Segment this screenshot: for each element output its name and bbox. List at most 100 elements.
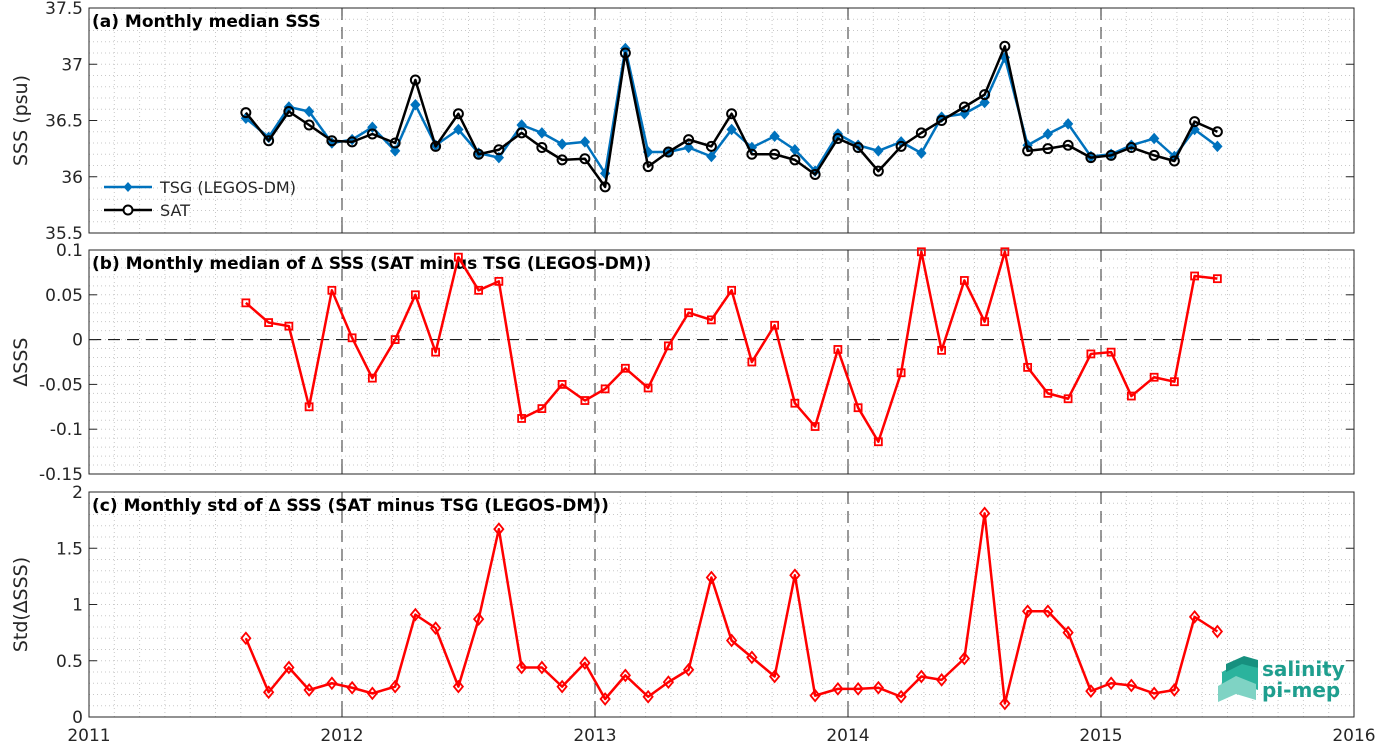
data-point-diamond-open [515, 660, 528, 675]
data-point-circle [473, 148, 485, 160]
data-point-circle [705, 140, 717, 152]
data-point-diamond-open [1105, 676, 1117, 691]
y-tick-label: 0 [72, 708, 83, 728]
legend: TSG (LEGOS-DM) SAT [104, 178, 296, 220]
data-point-diamond-open [240, 631, 252, 646]
y-tick-label: 2 [72, 483, 83, 503]
data-point-circle [389, 137, 401, 149]
data-point-diamond [726, 123, 737, 136]
data-point-circle [915, 127, 927, 139]
data-point-circle [1042, 143, 1054, 155]
y-tick-label: 0.1 [56, 241, 83, 261]
panel-title: (a) Monthly median SSS [92, 12, 321, 32]
data-point-diamond [873, 145, 884, 157]
x-tick-label: 2016 [1332, 726, 1375, 745]
data-point-diamond [683, 141, 694, 154]
data-point-diamond [389, 145, 401, 157]
data-point-diamond-open [1021, 604, 1034, 619]
data-point-square [304, 402, 314, 412]
data-point-circle [599, 181, 611, 193]
data-point-circle [642, 161, 654, 173]
data-point-square [390, 335, 400, 345]
data-point-square [643, 383, 653, 393]
data-point-diamond [556, 138, 568, 150]
data-point-circle [726, 108, 738, 120]
data-point-diamond-open [472, 612, 485, 627]
data-point-circle [283, 106, 295, 117]
data-point-circle [832, 133, 844, 144]
data-point-diamond-open [789, 568, 801, 583]
data-point-square [494, 276, 504, 286]
data-point-square [747, 357, 757, 367]
data-point-square [431, 347, 441, 357]
y-axis-label: SSS (psu) [10, 75, 32, 166]
data-point-diamond [1042, 128, 1054, 140]
data-point-square [1190, 271, 1200, 281]
legend-label: TSG (LEGOS-DM) [159, 178, 296, 197]
data-point-circle [1125, 142, 1137, 153]
y-tick-label: 0.5 [56, 652, 83, 672]
data-point-circle [240, 107, 252, 119]
data-point-circle [493, 144, 505, 156]
series-delta-sss-0 [240, 506, 1224, 711]
data-point-square [1063, 394, 1073, 404]
data-point-diamond-open [915, 669, 928, 684]
x-tick-label: 2013 [573, 726, 616, 745]
data-point-square [684, 308, 694, 318]
axes-box [88, 249, 1355, 475]
x-tick-label: 2014 [826, 726, 869, 745]
data-point-square [980, 317, 990, 327]
data-point-square [937, 345, 947, 355]
data-point-square [1000, 247, 1010, 257]
y-tick-label: -0.05 [39, 375, 83, 395]
data-point-diamond [1062, 118, 1074, 130]
data-point-square [600, 384, 610, 394]
data-point-square [284, 321, 294, 331]
data-point-diamond-open [768, 669, 781, 684]
data-point-diamond [916, 147, 927, 159]
wave-logo-icon [1218, 656, 1258, 702]
series-delta-sss-0 [241, 247, 1222, 447]
data-point-circle [1085, 152, 1097, 164]
data-point-diamond-open [1085, 684, 1097, 699]
data-point-circle [999, 40, 1011, 52]
data-point-diamond-open [579, 656, 591, 670]
data-point-circle [346, 136, 358, 148]
y-tick-label: 36.5 [45, 112, 83, 132]
data-point-diamond-open [1125, 678, 1138, 693]
data-point-diamond-open [283, 660, 295, 675]
data-point-diamond-open [619, 668, 632, 683]
data-point-circle [872, 165, 884, 177]
panel-a-monthly-median-sss: 35.5 36 36.5 37 37.5 SSS (psu) (a) Monthly med… [10, 0, 1355, 244]
data-point-diamond-open [978, 506, 991, 521]
data-point-circle [789, 154, 801, 166]
series-line [245, 250, 1218, 443]
data-point-diamond-open [832, 681, 844, 696]
data-point-square [853, 403, 863, 413]
data-point-diamond [1148, 132, 1160, 145]
data-point-diamond [410, 99, 421, 111]
data-point-square [1043, 388, 1053, 398]
data-point-diamond-open [326, 676, 338, 691]
y-tick-label: -0.15 [39, 465, 83, 485]
data-point-square [873, 437, 883, 447]
data-point-circle [662, 146, 674, 158]
y-tick-label: -0.1 [50, 420, 83, 440]
data-point-circle [303, 119, 315, 131]
x-tick-label: 2012 [320, 726, 363, 745]
data-point-circle [579, 153, 591, 165]
data-point-diamond-open [556, 679, 568, 694]
panel-title: (c) Monthly std of ∆ SSS (SAT minus TSG … [92, 496, 609, 516]
data-point-diamond [979, 96, 990, 109]
y-tick-label: 1 [72, 596, 83, 616]
data-point-square [367, 373, 377, 383]
data-point-diamond [579, 136, 591, 148]
logo-text-salinity: salinity [1262, 657, 1345, 681]
data-point-circle [769, 148, 781, 160]
data-point-square [620, 363, 630, 373]
data-point-circle [556, 154, 568, 166]
series-sat [240, 40, 1223, 193]
data-point-circle [1105, 149, 1117, 161]
y-tick-label: 37.5 [45, 0, 83, 19]
data-point-circle [809, 169, 821, 180]
